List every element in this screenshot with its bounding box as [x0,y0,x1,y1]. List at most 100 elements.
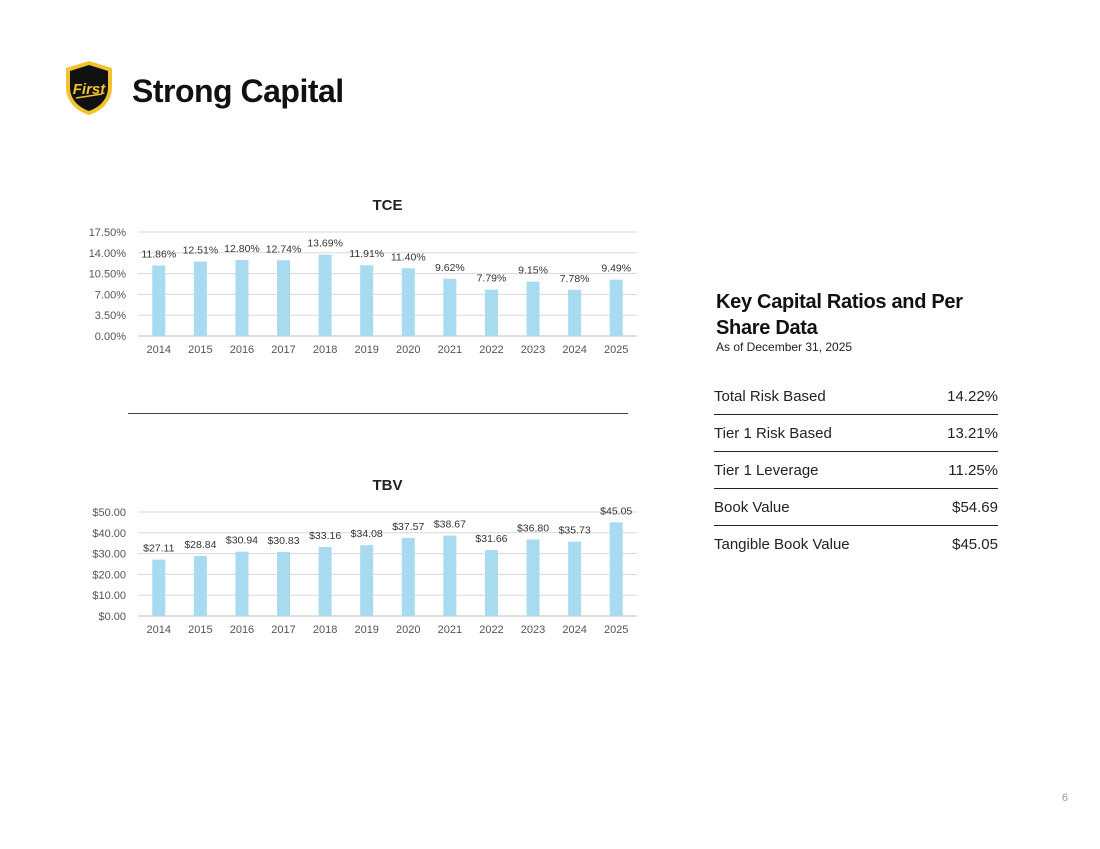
x-tick-label: 2025 [604,624,628,636]
ratio-row-total-risk-based: Total Risk Based 14.22% [714,378,998,415]
x-tick-label: 2024 [562,344,586,356]
bar [360,265,374,336]
ratio-label: Total Risk Based [714,387,826,405]
ratio-row-tier1-leverage: Tier 1 Leverage 11.25% [714,452,998,489]
bar [277,260,291,336]
data-label: $31.66 [475,533,507,545]
bar [193,556,207,616]
x-tick-label: 2016 [230,624,254,636]
ratio-value: 11.25% [948,461,998,479]
x-tick-label: 2025 [604,344,628,356]
y-tick-label: 10.50% [89,269,127,281]
ratio-row-tangible-book-value: Tangible Book Value $45.05 [714,526,998,562]
x-tick-label: 2019 [354,624,378,636]
x-tick-label: 2015 [188,344,212,356]
y-tick-label: 0.00% [95,331,126,343]
y-tick-label: $20.00 [92,569,126,581]
y-tick-label: 17.50% [89,227,127,239]
bar [152,559,166,616]
y-tick-label: 14.00% [89,248,127,260]
bar [526,539,540,616]
bar [401,268,415,336]
bar [484,550,498,616]
data-label: $35.73 [559,525,591,537]
ratio-value: 13.21% [947,424,998,442]
y-tick-label: $40.00 [92,528,126,540]
x-tick-label: 2016 [230,344,254,356]
bar [401,537,415,616]
x-tick-label: 2023 [521,344,545,356]
data-label: 9.15% [518,265,548,277]
x-tick-label: 2017 [271,344,295,356]
data-label: $33.16 [309,530,341,542]
ratio-value: $54.69 [952,498,998,516]
x-tick-label: 2022 [479,344,503,356]
data-label: $38.67 [434,519,466,531]
x-tick-label: 2022 [479,624,503,636]
data-label: $37.57 [392,521,424,533]
y-tick-label: $50.00 [92,507,126,519]
ratio-value: 14.22% [947,387,998,405]
bar [443,278,457,336]
data-label: 12.74% [266,243,302,255]
x-tick-label: 2017 [271,624,295,636]
x-tick-label: 2020 [396,624,420,636]
bar [526,281,540,336]
data-label: $34.08 [351,528,383,540]
chart-divider [128,413,628,414]
data-label: 13.69% [307,238,343,250]
data-label: 12.80% [224,243,260,255]
key-ratios-table: Total Risk Based 14.22% Tier 1 Risk Base… [714,378,998,562]
ratio-value: $45.05 [952,535,998,553]
bar [568,289,582,336]
x-tick-label: 2023 [521,624,545,636]
y-tick-label: 3.50% [95,310,126,322]
data-label: 11.91% [349,248,384,260]
bar [443,535,457,616]
y-tick-label: $0.00 [98,611,126,623]
x-tick-label: 2021 [438,624,462,636]
ratio-row-tier1-risk-based: Tier 1 Risk Based 13.21% [714,415,998,452]
y-tick-label: $30.00 [92,549,126,561]
bar [152,265,166,336]
page-number: 6 [1061,792,1068,804]
chart-title: TBV [373,477,403,494]
tce-bar-chart: TCE 0.00% 3.50% 7.00% 10.50% 14.00% 17.50% 11.8… [89,197,637,356]
data-label: $27.11 [143,543,174,555]
x-tick-label: 2020 [396,344,420,356]
data-label: 7.78% [560,273,590,285]
bar [318,547,332,616]
data-label: $28.84 [184,539,216,551]
bar [193,261,207,336]
data-label: $30.83 [267,535,299,547]
x-tick-label: 2024 [562,624,586,636]
bar [277,551,291,616]
bar [235,551,249,616]
x-tick-label: 2018 [313,344,337,356]
x-tick-label: 2021 [438,344,462,356]
data-label: 11.86% [141,249,176,261]
ratio-label: Tier 1 Risk Based [714,424,832,442]
bank-shield-logo: First [66,61,112,115]
data-label: 9.49% [601,263,631,275]
data-label: $36.80 [517,522,549,534]
tbv-bar-chart: TBV $0.00 $10.00 $20.00 $30.00 $40.00 $50.00 $2… [92,477,637,636]
data-label: 11.40% [391,251,426,263]
data-label: 12.51% [183,245,219,257]
data-label: $30.94 [226,535,258,547]
logo-wordmark: First [73,81,107,98]
data-label: 7.79% [477,273,507,285]
key-ratios-title: Key Capital Ratios and Per Share Data [716,291,963,339]
bar [360,545,374,616]
ratio-label: Book Value [714,498,790,516]
ratio-row-book-value: Book Value $54.69 [714,489,998,526]
bar [609,522,623,616]
key-ratios-subtitle: As of December 31, 2025 [716,340,853,354]
chart-title: TCE [373,197,403,214]
x-tick-label: 2018 [313,624,337,636]
bar [484,289,498,336]
bar [609,279,623,336]
ratio-label: Tier 1 Leverage [714,461,819,479]
bar [568,541,582,616]
ratio-label: Tangible Book Value [714,535,850,553]
